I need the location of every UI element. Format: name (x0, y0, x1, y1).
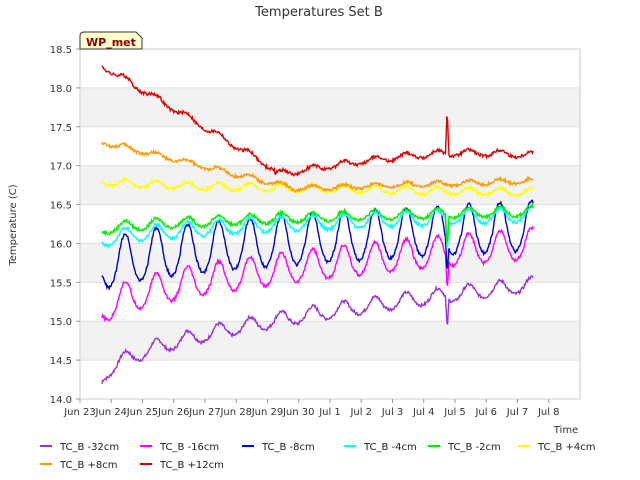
grid-band (80, 126, 580, 166)
y-tick-label: 18.5 (50, 45, 72, 56)
x-tick-label: Jul 7 (506, 407, 529, 418)
x-tick-label: Jul 3 (381, 407, 404, 418)
badge: WP_met (79, 31, 143, 50)
legend-label: TC_B +8cm (59, 460, 118, 471)
x-tick-label: Jul 6 (474, 407, 497, 418)
legend-label: TC_B +4cm (537, 442, 596, 453)
y-tick-label: 14.0 (50, 395, 72, 406)
chart-title: Temperatures Set B (254, 5, 383, 20)
x-tick-label: Jun 26 (157, 407, 190, 418)
legend-label: TC_B -8cm (261, 442, 315, 453)
x-tick-label: Jul 5 (443, 407, 466, 418)
legend-label: TC_B -32cm (59, 442, 119, 453)
series-line-1 (101, 225, 534, 323)
y-tick-label: 15.5 (50, 278, 72, 289)
grid-band (80, 165, 580, 205)
grid-band (80, 49, 580, 88)
x-tick-label: Jun 24 (94, 407, 127, 418)
series-line-2 (101, 199, 534, 291)
x-axis-label: Time (553, 425, 578, 436)
y-tick-label: 17.5 (50, 123, 72, 134)
x-tick-label: Jun 28 (219, 407, 252, 418)
y-tick-label: 17.0 (50, 162, 72, 173)
grid-band (80, 360, 580, 399)
y-axis-label: Temperature (C) (8, 184, 19, 266)
y-tick-label: 16.5 (50, 201, 72, 212)
series-line-0 (101, 275, 534, 384)
x-tick-label: Jul 8 (537, 407, 560, 418)
legend: TC_B -32cm TC_B -16cm TC_B -8cm TC_B -4cm TC… (40, 442, 596, 471)
legend-label: TC_B +12cm (159, 460, 224, 471)
grid-band (80, 87, 580, 127)
y-tick-label: 14.5 (50, 356, 72, 367)
series-line-3 (101, 204, 534, 249)
x-tick-label: Jul 1 (318, 407, 341, 418)
x-axis: Jun 23 Jun 24 Jun 25 Jun 26 Jun 27 Jun 28 Jun … (63, 399, 560, 418)
legend-label: TC_B -2cm (447, 442, 501, 453)
y-axis: 14.0 14.5 15.0 15.5 16.0 16.5 17.0 17.5 18.0 18.5 (50, 45, 80, 406)
y-tick-label: 18.0 (50, 84, 72, 95)
x-tick-label: Jun 23 (63, 407, 96, 418)
series-line-6 (101, 141, 534, 194)
legend-label: TC_B -4cm (363, 442, 417, 453)
x-tick-label: Jun 29 (251, 407, 284, 418)
series-layer (101, 65, 534, 384)
x-tick-label: Jun 30 (282, 407, 315, 418)
grid-band (80, 282, 580, 322)
x-tick-label: Jul 2 (349, 407, 372, 418)
series-line-4 (101, 202, 534, 245)
series-line-7 (101, 65, 534, 177)
y-tick-label: 16.0 (50, 239, 72, 250)
x-tick-label: Jun 27 (188, 407, 221, 418)
y-tick-label: 15.0 (50, 317, 72, 328)
badge-label: WP_met (86, 36, 136, 49)
x-tick-label: Jun 25 (126, 407, 159, 418)
x-tick-label: Jul 4 (412, 407, 435, 418)
legend-label: TC_B -16cm (159, 442, 219, 453)
grid-band (80, 321, 580, 361)
